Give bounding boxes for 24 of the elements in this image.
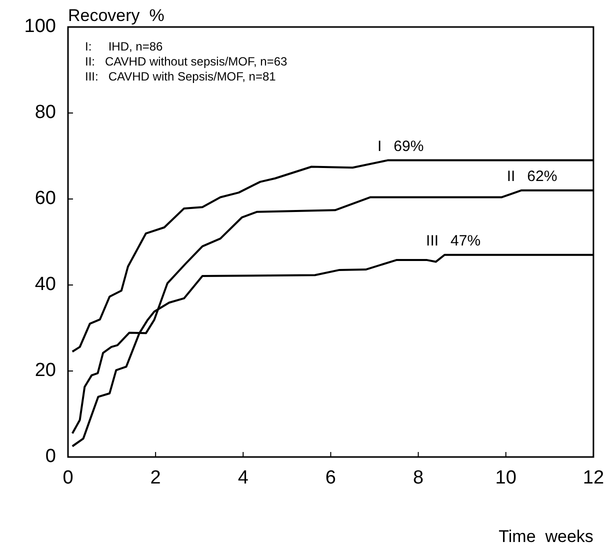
annotation: I: IHD, n=86: [85, 39, 164, 54]
x-tick-label: 6: [325, 468, 336, 489]
x-tick-label: 8: [413, 468, 424, 489]
y-axis-title: Recovery %: [68, 6, 164, 26]
y-tick-label: 0: [45, 446, 56, 468]
y-tick-label: 100: [24, 16, 56, 38]
data-label: 47%: [450, 232, 481, 250]
y-tick-label: 60: [34, 188, 56, 210]
series-label: I: [377, 138, 382, 155]
y-tick-label: 40: [34, 274, 56, 296]
x-axis-title: Time weeks: [498, 527, 594, 546]
series-label: III: [426, 232, 439, 250]
data-label: 62%: [527, 168, 558, 186]
y-tick-label: 80: [34, 102, 56, 124]
x-tick-label: 12: [582, 468, 604, 489]
annotation: III: CAVHD with Sepsis/MOF, n=81: [85, 69, 276, 84]
data-label: 69%: [394, 138, 424, 155]
y-tick-label: 20: [34, 360, 56, 382]
x-tick-label: 0: [62, 468, 74, 489]
annotation: II: CAVHD without sepsis/MOF, n=63: [85, 54, 288, 68]
series-label: II: [506, 168, 516, 186]
x-tick-label: 2: [150, 468, 161, 489]
x-tick-label: 4: [238, 468, 249, 489]
x-tick-label: 10: [495, 468, 516, 489]
